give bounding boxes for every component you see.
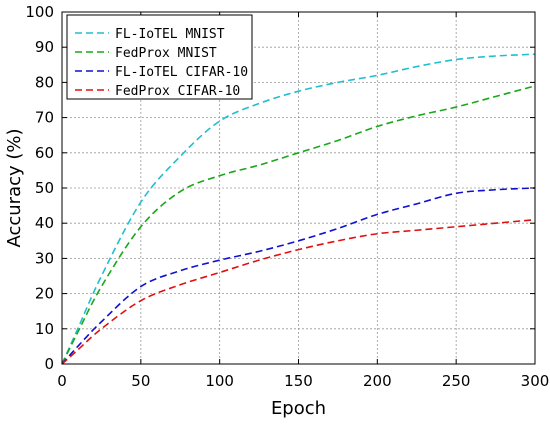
y-tick-label: 50 xyxy=(35,179,54,197)
y-tick-label: 90 xyxy=(35,38,54,56)
x-tick-label: 300 xyxy=(521,372,550,390)
series-line-2 xyxy=(61,85,536,365)
y-tick-label: 40 xyxy=(35,214,54,232)
y-tick-label: 60 xyxy=(35,144,54,162)
y-tick-label: 80 xyxy=(35,73,54,91)
series-line-4 xyxy=(61,218,536,365)
x-tick-label: 0 xyxy=(57,372,67,390)
axis-ticks: 0 50 100 150 200 250 300 0 10 20 30 40 50 60 70 80 90 100 xyxy=(25,3,549,390)
series-line-1 xyxy=(61,53,536,365)
y-tick-label: 30 xyxy=(35,249,54,267)
legend-box xyxy=(66,14,253,100)
y-tick-label: 0 xyxy=(44,355,54,373)
y-tick-label: 10 xyxy=(35,320,54,338)
x-tick-label: 250 xyxy=(442,372,471,390)
y-tick-label: 70 xyxy=(35,109,54,127)
series-lines xyxy=(61,53,536,365)
x-tick-label: 50 xyxy=(131,372,150,390)
legend-label: FL-IoTEL CIFAR-10 xyxy=(115,65,248,80)
series-line-3 xyxy=(61,187,536,365)
y-tick-label: 20 xyxy=(35,285,54,303)
legend: FL-IoTEL MNIST FedProx MNIST FL-IoTEL CIFA… xyxy=(66,14,253,100)
y-tick-label: 100 xyxy=(25,3,54,21)
legend-label: FL-IoTEL MNIST xyxy=(115,27,225,42)
x-axis-label: Epoch xyxy=(271,398,326,419)
x-tick-label: 150 xyxy=(284,372,313,390)
x-tick-label: 100 xyxy=(205,372,234,390)
y-axis-label: Accuracy (%) xyxy=(4,128,25,247)
legend-label: FedProx MNIST xyxy=(115,46,217,61)
x-tick-label: 200 xyxy=(363,372,392,390)
legend-label: FedProx CIFAR-10 xyxy=(115,84,240,99)
